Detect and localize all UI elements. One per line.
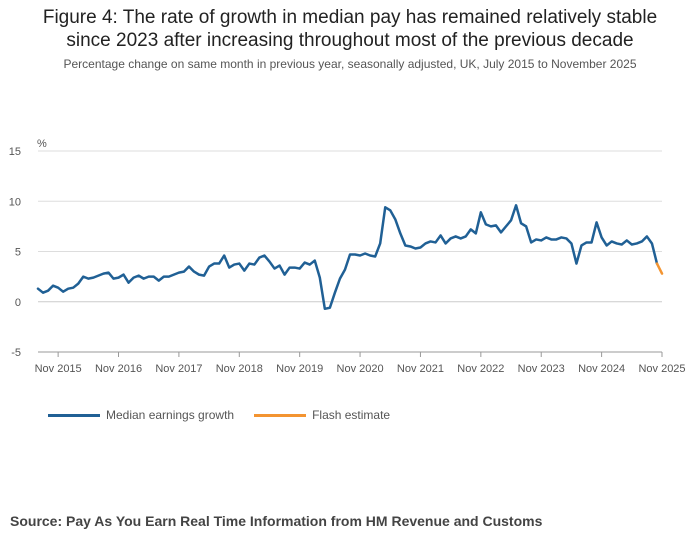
x-tick-label: Nov 2019 (276, 363, 323, 375)
x-tick-label: Nov 2024 (578, 363, 625, 375)
x-tick-label: Nov 2017 (155, 363, 202, 375)
y-tick-label: 0 (15, 297, 21, 309)
x-tick-label: Nov 2015 (35, 363, 82, 375)
chart-legend: Median earnings growth Flash estimate (48, 408, 410, 422)
x-tick-label: Nov 2022 (457, 363, 504, 375)
x-tick-label: Nov 2018 (216, 363, 263, 375)
legend-swatch-median (48, 413, 100, 417)
x-tick-label: Nov 2016 (95, 363, 142, 375)
grid-layer (38, 150, 663, 357)
y-axis-unit-label: % (37, 138, 47, 150)
chart-subtitle: Percentage change on same month in previ… (63, 57, 637, 71)
x-tick-label: Nov 2023 (518, 363, 565, 375)
x-tick-label: Nov 2025 (638, 363, 685, 375)
legend-item-flash[interactable]: Flash estimate (254, 408, 390, 422)
x-tick-labels: Nov 2015 Nov 2016 Nov 2017 Nov 2018 Nov 2019… (35, 363, 686, 375)
chart-title: Figure 4: The rate of growth in median p… (0, 6, 700, 52)
series-layer (36, 204, 664, 311)
y-tick-label: 10 (9, 196, 21, 208)
x-tick-label: Nov 2020 (337, 363, 384, 375)
series-line-median-earnings-growth (36, 204, 659, 311)
y-tick-labels: -5 0 5 10 15 (9, 146, 21, 359)
legend-label-flash: Flash estimate (312, 408, 391, 422)
y-tick-label: 5 (15, 247, 21, 259)
chart-title-line-1: Figure 4: The rate of growth in median p… (42, 7, 658, 28)
series-line-flash-estimate (655, 262, 664, 275)
source-note: Source: Pay As You Earn Real Time Inform… (10, 513, 543, 529)
legend-item-median[interactable]: Median earnings growth (48, 408, 234, 422)
x-tick-label: Nov 2021 (397, 363, 444, 375)
y-tick-label: -5 (11, 347, 21, 359)
y-tick-label: 15 (9, 146, 21, 158)
chart-title-line-2: since 2023 after increasing throughout m… (66, 30, 634, 51)
legend-swatch-flash (254, 413, 307, 417)
legend-label-median: Median earnings growth (106, 408, 235, 422)
